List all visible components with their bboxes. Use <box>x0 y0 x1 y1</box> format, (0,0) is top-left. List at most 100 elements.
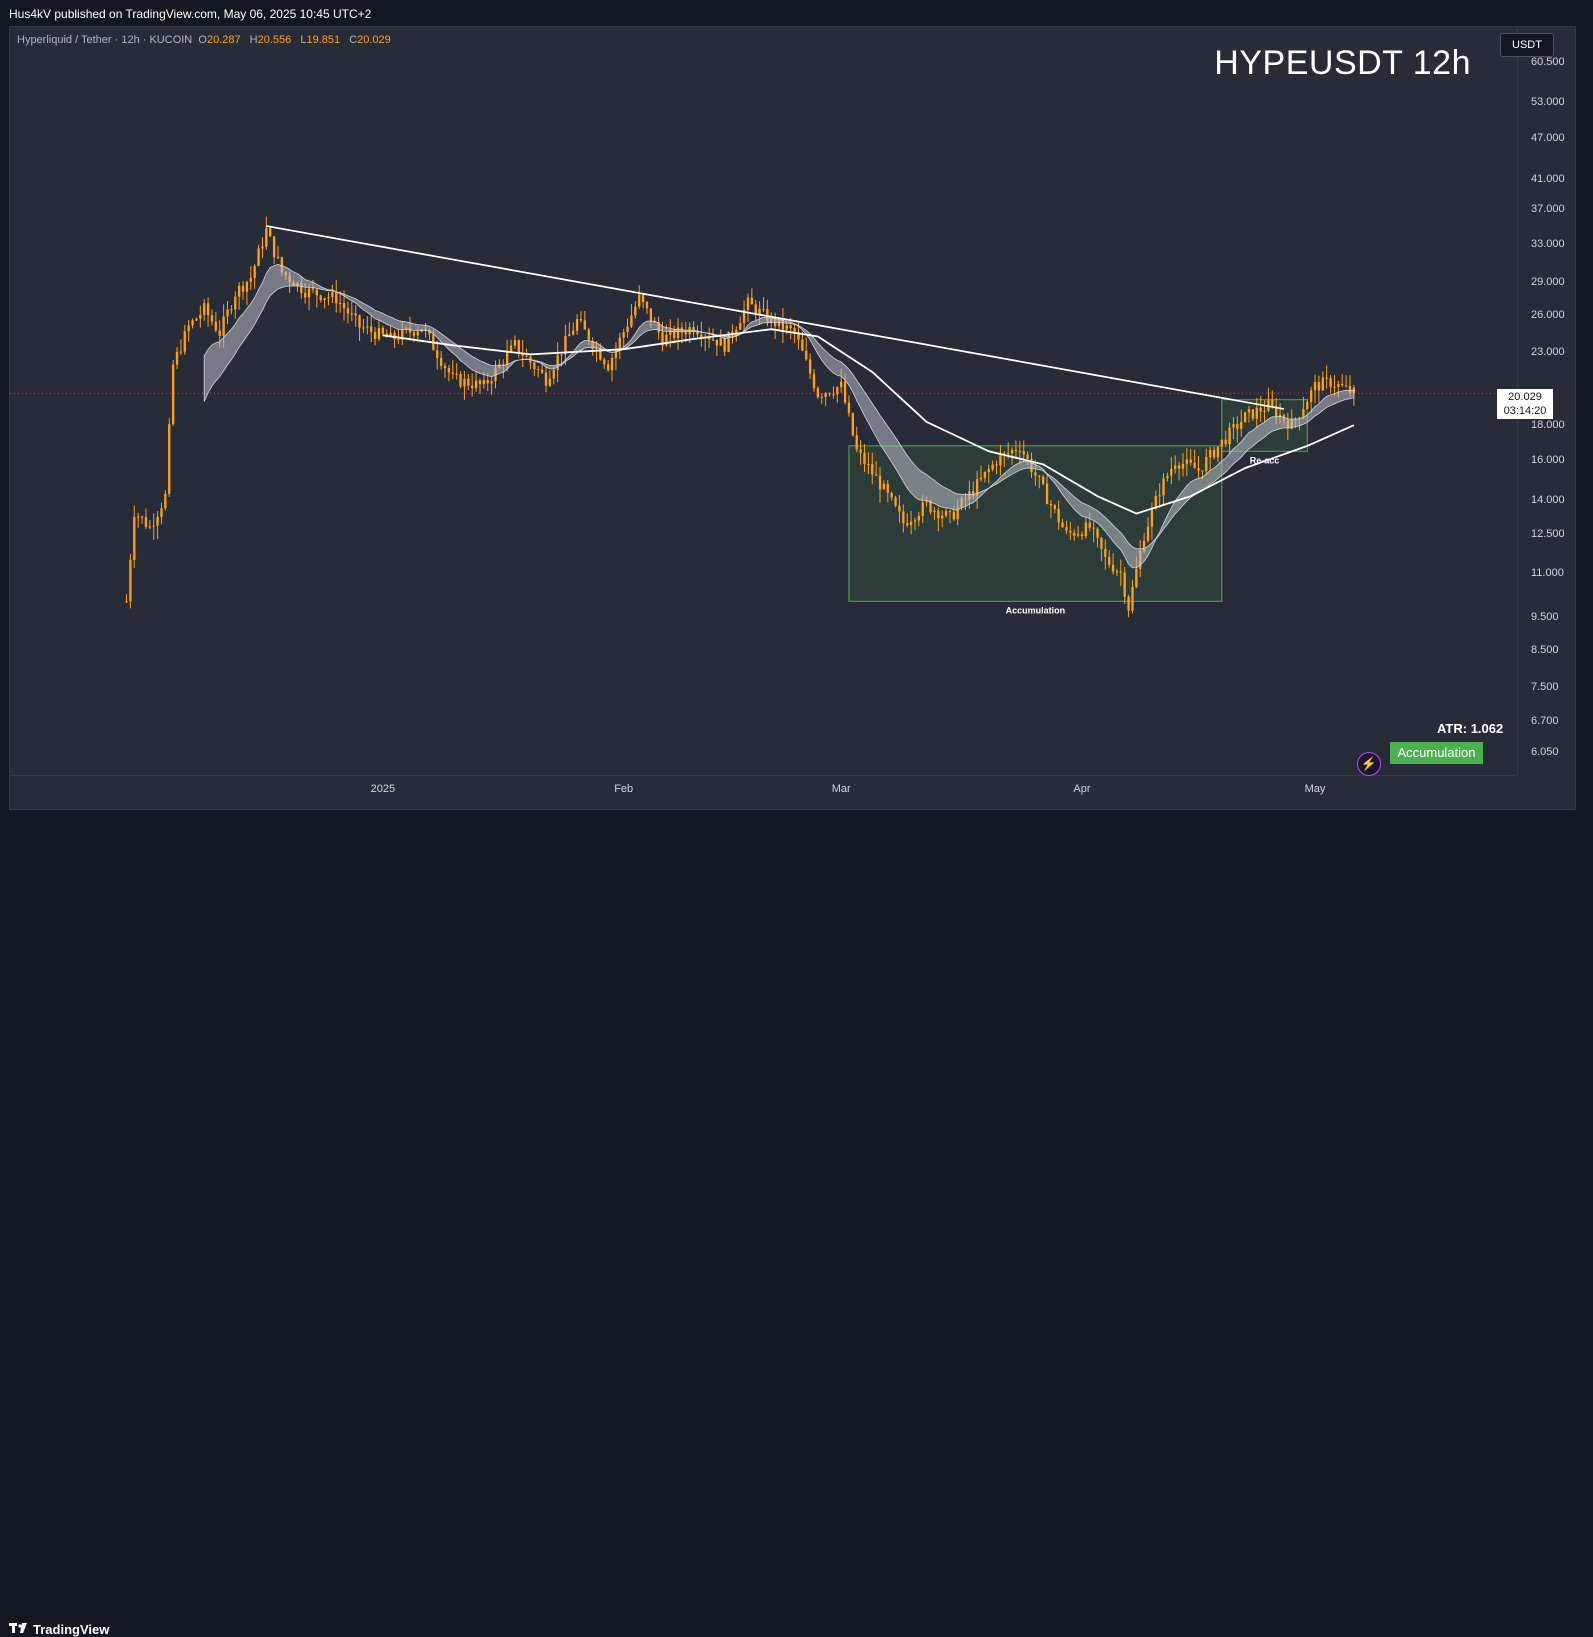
candle-body <box>1201 470 1204 472</box>
candle-body <box>843 381 847 403</box>
candle <box>781 307 785 343</box>
currency-button[interactable]: USDT <box>1500 33 1554 57</box>
candle-body <box>179 351 183 353</box>
candle <box>871 452 874 485</box>
candle-body <box>1014 449 1018 452</box>
candle <box>1158 483 1161 509</box>
candle-body <box>789 325 792 329</box>
candle-body <box>762 308 765 310</box>
footer: TradingView <box>0 810 1593 1637</box>
time-tick-label: May <box>1304 783 1326 795</box>
candle-body <box>1278 414 1282 418</box>
candle <box>1220 439 1223 459</box>
candle <box>1177 461 1181 481</box>
candle-body <box>898 505 901 512</box>
candle-body <box>323 298 326 301</box>
candle-body <box>478 380 482 385</box>
last-price-value: 20.029 <box>1508 391 1542 403</box>
candle-body <box>1220 439 1223 447</box>
candle <box>641 293 645 309</box>
candle-body <box>1018 451 1022 453</box>
candle <box>1313 374 1317 404</box>
candle-body <box>206 303 210 316</box>
candle-body <box>1096 528 1099 538</box>
candle-body <box>362 327 365 329</box>
candle-body <box>1100 537 1103 550</box>
candle-body <box>455 373 458 375</box>
candle <box>490 375 493 395</box>
candle-body <box>272 236 276 257</box>
candle <box>156 511 159 539</box>
candle <box>1197 456 1200 480</box>
candle-body <box>331 291 334 298</box>
candle-body <box>214 321 218 331</box>
high-label: H <box>249 34 258 46</box>
candle <box>463 370 466 400</box>
candle-body <box>614 348 618 358</box>
time-axis[interactable] <box>10 775 1517 810</box>
candle <box>1181 453 1185 477</box>
candle-body <box>1271 400 1274 406</box>
candle <box>467 374 470 391</box>
candle <box>1018 440 1022 465</box>
candle <box>614 342 618 371</box>
candle <box>715 339 719 356</box>
candle <box>832 386 835 399</box>
candle-body <box>237 285 241 297</box>
candle <box>1240 409 1243 437</box>
candle <box>995 460 998 475</box>
candle <box>1224 430 1227 448</box>
candle <box>533 359 536 377</box>
candle <box>1092 521 1095 543</box>
tradingview-logo-icon <box>9 1623 27 1633</box>
candle <box>1170 457 1173 485</box>
lightning-icon[interactable]: ⚡ <box>1357 752 1381 776</box>
candle-body <box>812 373 816 389</box>
candle <box>276 245 280 260</box>
candle <box>199 305 202 328</box>
candle-body <box>610 357 614 371</box>
candle <box>568 322 571 337</box>
candle-body <box>1240 422 1243 429</box>
candle <box>362 318 365 333</box>
candle <box>397 329 400 344</box>
low-label: L <box>300 34 307 46</box>
candle <box>439 350 443 370</box>
candle-body <box>1348 385 1352 393</box>
candle <box>474 371 478 392</box>
candle-body <box>1212 449 1216 458</box>
candle-body <box>1080 534 1084 537</box>
candle-body <box>1236 424 1239 429</box>
candle-body <box>1321 377 1324 391</box>
candle-body <box>564 336 567 355</box>
candle <box>148 520 151 530</box>
candle-body <box>436 350 439 358</box>
candle-body <box>606 364 610 371</box>
symbol-legend: Hyperliquid / Tether · 12h · KUCOIN O20.… <box>17 34 397 46</box>
plot-area[interactable]: Accumulation Re-acc <box>10 27 1517 775</box>
price-tick-label: 8.500 <box>1531 643 1559 656</box>
candle-body <box>183 331 186 352</box>
candle <box>171 360 175 427</box>
candle-body <box>1329 378 1332 387</box>
candle-body <box>311 288 315 290</box>
candle-body <box>855 435 858 450</box>
candle-body <box>665 334 668 346</box>
candle-body <box>847 402 851 414</box>
price-tick-label: 29.000 <box>1531 276 1565 289</box>
price-tick-label: 16.000 <box>1531 454 1565 467</box>
candle-body <box>1263 410 1266 412</box>
candle <box>867 452 870 475</box>
candle <box>1193 449 1196 469</box>
candle-body <box>781 318 785 330</box>
candle-body <box>300 282 303 293</box>
candle <box>447 364 451 382</box>
candle-body <box>199 314 202 319</box>
candle-body <box>459 373 462 387</box>
candle-body <box>373 332 377 339</box>
candle <box>168 418 171 498</box>
candle <box>366 316 369 335</box>
candle-body <box>1115 571 1119 573</box>
candle-body <box>1034 472 1037 476</box>
